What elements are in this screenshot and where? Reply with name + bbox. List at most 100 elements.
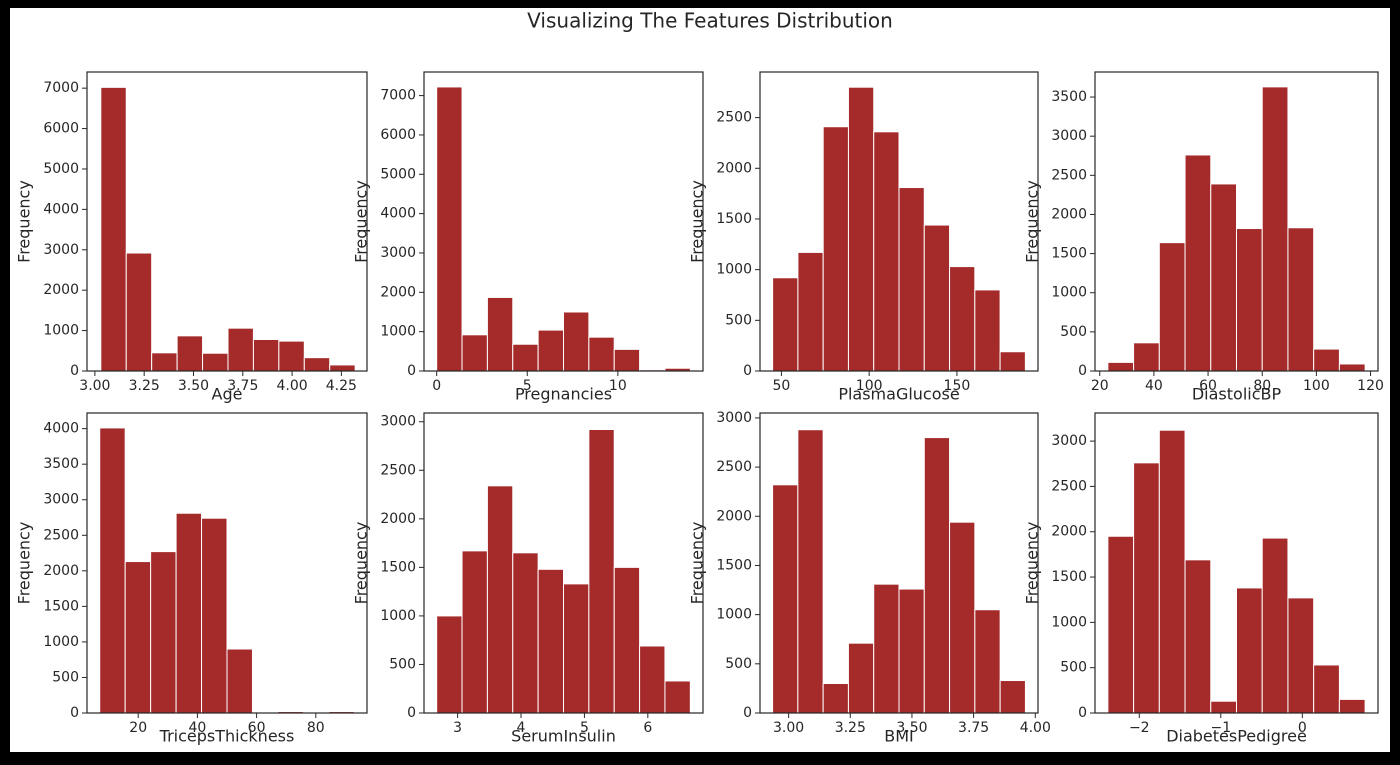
bar [873,583,900,714]
x-tick-label: 3.50 [178,378,209,394]
bar [999,351,1026,372]
x-tick-label: 80 [1253,378,1271,394]
x-axis-label: Pregnancies [515,385,612,404]
bar [873,131,900,372]
bar [847,86,875,372]
bar [1287,227,1315,372]
y-tick-label: 6000 [380,127,416,143]
x-axis-label: TricepsThickness [159,727,295,746]
y-tick-label: 3000 [380,414,416,430]
bar [226,648,253,714]
y-tick-label: 1500 [43,598,79,614]
x-tick-label: 3.50 [896,720,927,736]
bar [1236,228,1263,372]
y-tick-label: 1500 [716,557,752,573]
y-tick-label: 3000 [1051,128,1087,144]
x-tick-label: 4 [517,720,526,736]
y-tick-label: 7000 [43,80,79,96]
bar [898,187,925,372]
axes-frame [759,412,1039,714]
bar [613,566,641,714]
bar [847,642,875,714]
bar [512,343,539,372]
y-tick-label: 1000 [1051,285,1087,301]
x-tick-label: 3.25 [835,720,866,736]
bar [537,568,564,714]
y-tick-label: 1000 [43,634,79,650]
y-tick-label: 2000 [43,563,79,579]
bar [898,588,925,714]
y-tick-label: 1000 [716,607,752,623]
x-axis-label: SerumInsulin [511,727,616,746]
bar [797,251,824,372]
x-tick-label: 3.00 [773,720,804,736]
y-tick-label: 2000 [716,160,752,176]
y-tick-label: 2000 [1051,206,1087,222]
x-tick-label: 10 [609,378,627,394]
y-tick-label: 500 [389,656,416,672]
bar [175,512,203,714]
y-tick-label: 3000 [1051,433,1087,449]
bar [999,680,1026,714]
bar [329,364,356,372]
x-tick-label: 3.00 [79,378,110,394]
y-tick-label: 2000 [43,282,79,298]
x-tick-label: 4.00 [276,378,307,394]
bar [486,485,514,714]
x-tick-label: 50 [772,378,790,394]
y-tick-label: 2500 [1051,167,1087,183]
bar [1133,462,1160,714]
y-tick-label: 3500 [1051,89,1087,105]
x-tick-label: 120 [1357,378,1384,394]
axes-frame [86,71,368,372]
y-tick-label: 500 [52,669,79,685]
bar [822,682,849,714]
x-tick-label: 40 [188,720,206,736]
x-tick-label: 4.00 [1020,720,1051,736]
y-tick-label: 7000 [380,88,416,104]
y-tick-label: 4000 [43,201,79,217]
y-tick-label: 0 [70,705,79,721]
x-tick-label: 100 [1303,378,1330,394]
y-tick-label: 1000 [380,324,416,340]
bar [1313,348,1340,372]
y-tick-label: 1000 [1051,614,1087,630]
x-tick-label: 3.75 [958,720,989,736]
x-tick-label: 20 [129,720,147,736]
axes-frame [1094,71,1379,372]
bar [1133,342,1160,372]
bar [1261,537,1289,714]
y-tick-label: 6000 [43,121,79,137]
x-axis-label: DiabetesPedigree [1166,727,1307,746]
bar [252,338,280,372]
x-tick-label: 40 [1145,378,1163,394]
bar [512,552,539,714]
bar [537,329,564,372]
y-tick-label: 500 [725,312,752,328]
y-tick-label: 2000 [1051,524,1087,540]
x-tick-label: 80 [307,720,325,736]
bar [822,126,849,372]
axes-frame [1094,412,1379,714]
bar [303,357,331,372]
bar [1261,86,1289,372]
y-tick-label: 3000 [716,410,752,426]
bar [949,521,976,714]
x-axis-label: DiastolicBP [1192,385,1282,404]
y-tick-label: 0 [70,363,79,379]
bar [1210,183,1237,372]
bar [772,277,799,372]
bar [923,437,951,714]
bar [588,429,615,714]
y-tick-label: 0 [743,363,752,379]
x-tick-label: −2 [1129,720,1150,736]
axes-frame [423,71,704,372]
bar [124,561,152,714]
y-tick-label: 500 [725,656,752,672]
y-tick-label: 500 [1060,660,1087,676]
bar [563,583,590,714]
bar [1107,361,1135,372]
y-tick-label: 2000 [716,508,752,524]
x-axis-label: PlasmaGlucose [838,385,959,404]
